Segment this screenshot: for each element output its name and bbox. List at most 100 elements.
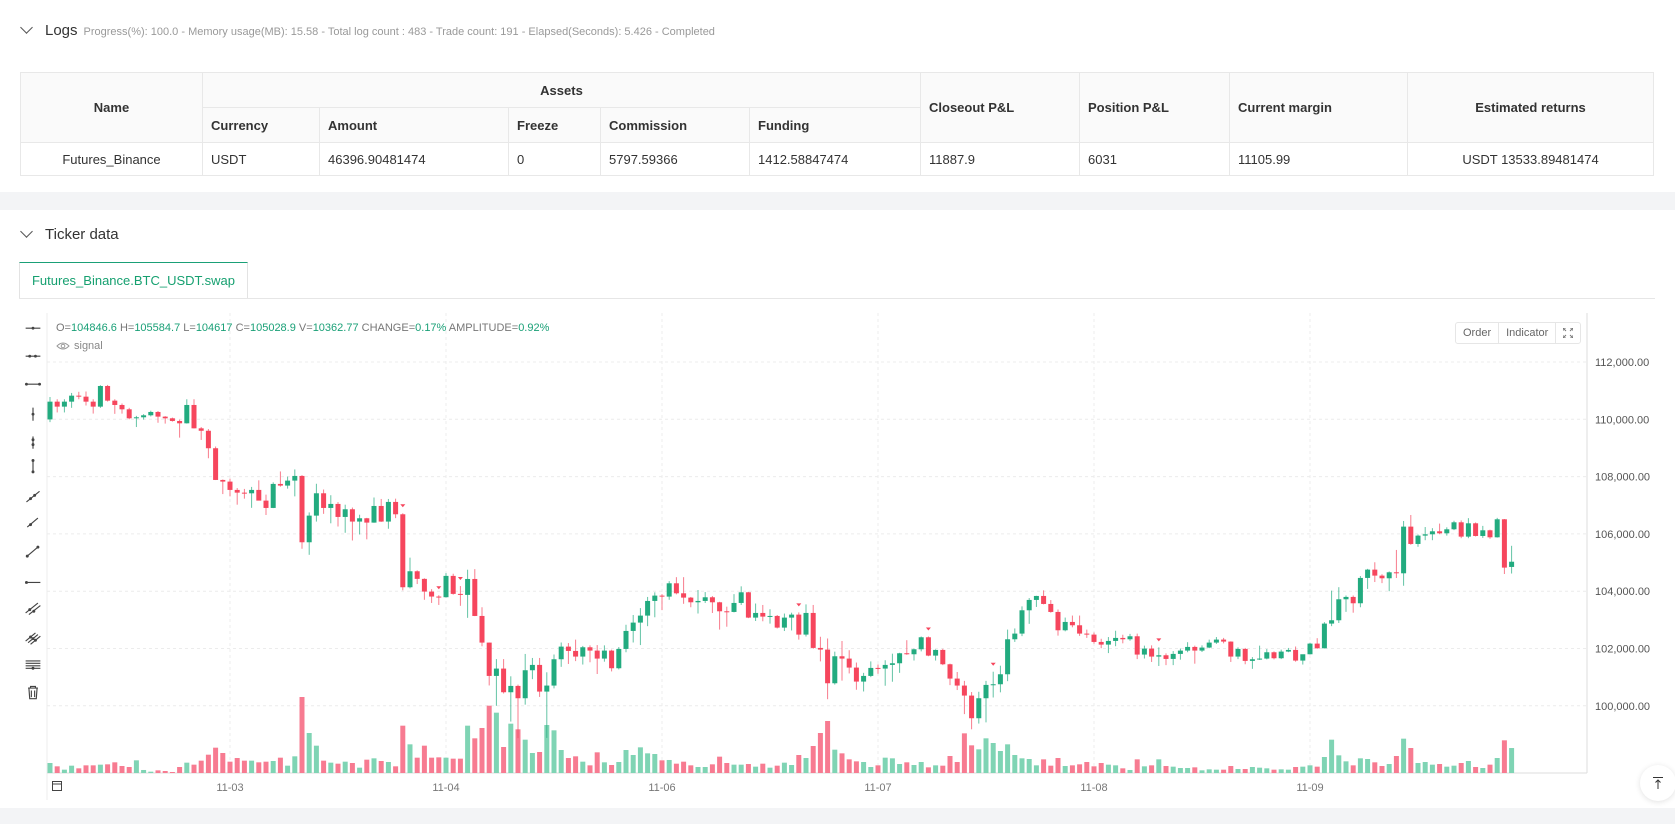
candle-body [141, 415, 147, 418]
horizontal-ray-icon[interactable] [21, 347, 45, 367]
candle-body [407, 571, 413, 588]
volume-bar [558, 750, 564, 773]
candle-body [126, 409, 132, 419]
volume-bar [443, 757, 449, 773]
candle-body [882, 664, 888, 669]
eye-icon[interactable] [56, 341, 70, 351]
trend-line-icon[interactable] [21, 487, 45, 507]
candle-body [846, 658, 852, 668]
candle-body [933, 649, 939, 656]
candle-body [1149, 648, 1155, 657]
volume-bar [767, 767, 773, 773]
logs-header[interactable]: Logs Progress(%): 100.0 - Memory usage(M… [20, 21, 715, 39]
candle-body [112, 400, 118, 405]
volume-bar [911, 765, 917, 773]
candle-body [1357, 577, 1363, 604]
volume-bar [724, 763, 730, 773]
trash-icon[interactable] [21, 683, 45, 703]
candle-body [191, 404, 197, 429]
volume-bar [1235, 769, 1241, 773]
horizontal-line-icon[interactable] [21, 319, 45, 339]
volume-bar [1379, 766, 1385, 773]
multi-parallel-icon[interactable] [21, 627, 45, 647]
volume-bar [1401, 738, 1407, 773]
volume-bar [1480, 768, 1486, 773]
volume-bar [1091, 766, 1097, 773]
order-button[interactable]: Order [1456, 323, 1500, 343]
volume-bar [1221, 769, 1227, 773]
candle-body [515, 685, 521, 699]
candle-body [832, 656, 838, 684]
candle-body [69, 395, 75, 402]
volume-bar [623, 750, 629, 773]
price-label-icon[interactable] [21, 570, 45, 590]
volume-bar [652, 754, 658, 773]
candle-body [1386, 572, 1392, 579]
candle-body [537, 664, 543, 692]
volume-bar [400, 725, 406, 773]
fib-levels-icon[interactable] [21, 655, 45, 675]
volume-bar [270, 761, 276, 773]
ray-line-icon[interactable] [21, 513, 45, 533]
vertical-segment-icon[interactable] [21, 457, 45, 477]
candle-body [897, 653, 903, 664]
volume-bar [479, 727, 485, 773]
calendar-icon [52, 781, 62, 791]
volume-bar [580, 761, 586, 773]
volume-bar [1005, 744, 1011, 773]
candle-body [155, 411, 161, 417]
candle-body [1307, 643, 1313, 655]
volume-bar [1451, 765, 1457, 773]
candle-body [1177, 650, 1183, 654]
volume-bar [1494, 758, 1500, 773]
candle-body [1465, 523, 1471, 537]
volume-bar [1249, 767, 1255, 773]
volume-bar [681, 761, 687, 773]
indicator-button[interactable]: Indicator [1499, 323, 1557, 343]
candle-body [133, 417, 139, 419]
table-row: Futures_Binance USDT 46396.90481474 0 57… [20, 142, 1654, 176]
volume-bar [407, 744, 413, 773]
volume-bar [925, 767, 931, 773]
ticker-header[interactable]: Ticker data [20, 225, 119, 243]
candle-body [1379, 575, 1385, 579]
volume-bar [1062, 766, 1068, 773]
segment-line-icon[interactable] [21, 542, 45, 562]
candle-body [659, 595, 665, 597]
volume-bar [522, 739, 528, 773]
volume-bar [313, 745, 319, 773]
volume-bar [1329, 739, 1335, 773]
scroll-to-top-button[interactable] [1640, 765, 1675, 801]
volume-bar [1465, 761, 1471, 773]
volume-bar [753, 766, 759, 773]
candle-body [83, 396, 89, 402]
candle-body [393, 501, 399, 515]
volume-bar [61, 769, 67, 773]
candle-body [1285, 649, 1291, 652]
volume-bar [897, 764, 903, 773]
tab-futures-binance-btc-usdt-swap[interactable]: Futures_Binance.BTC_USDT.swap [19, 262, 248, 298]
candle-body [1444, 529, 1450, 534]
vertical-ray-icon[interactable] [21, 433, 45, 453]
volume-bar [1386, 764, 1392, 773]
vertical-line-icon[interactable] [21, 405, 45, 425]
candle-body [1213, 639, 1219, 643]
candle-body [601, 650, 607, 659]
volume-bar [1242, 769, 1248, 773]
volume-bar [1278, 769, 1284, 773]
candle-body [1473, 523, 1479, 536]
volume-bar [263, 761, 269, 773]
parallel-channel-icon[interactable] [21, 598, 45, 618]
candle-body [1105, 640, 1111, 645]
candle-body [1134, 636, 1140, 655]
volume-bar [1149, 765, 1155, 773]
ticker-panel [0, 210, 1675, 808]
fullscreen-button[interactable] [1556, 323, 1580, 343]
sell-signal-marker [1156, 638, 1162, 642]
volume-bar [1415, 763, 1421, 773]
horizontal-segment-icon[interactable] [21, 375, 45, 395]
volume-bar [796, 755, 802, 773]
volume-bar [177, 767, 183, 773]
volume-bar [256, 762, 262, 773]
